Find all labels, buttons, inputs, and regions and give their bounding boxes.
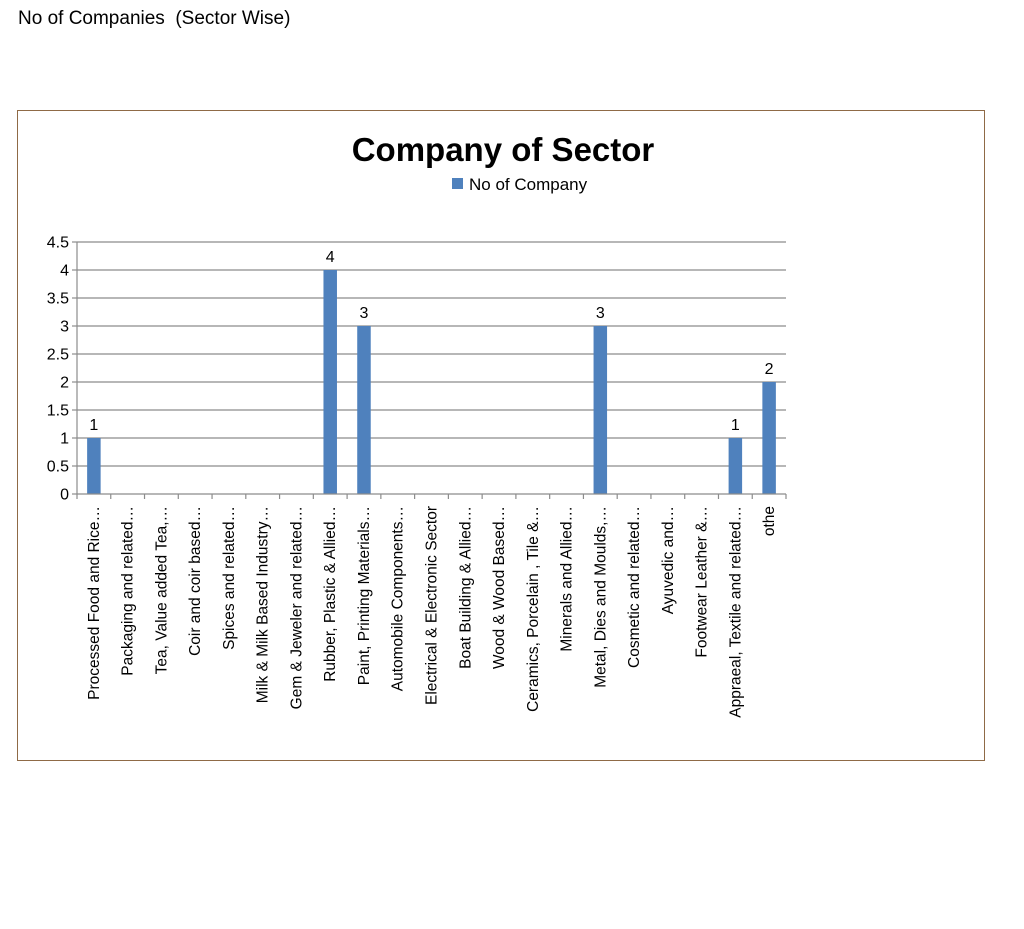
category-label: Ceramics, Porcelain , Tile &… xyxy=(525,506,542,712)
category-label: othe xyxy=(761,506,778,536)
gridlines xyxy=(72,241,786,495)
category-label: Processed Food and Rice… xyxy=(86,506,103,700)
chart-title: Company of Sector xyxy=(352,131,655,168)
bar-chart: Company of Sector No of Company 0 0.5 1 1.5… xyxy=(47,131,787,718)
page-heading: No of Companies (Sector Wise) xyxy=(18,8,291,29)
category-label: Paint, Printing Materials… xyxy=(356,506,373,685)
category-label: Coir and coir based… xyxy=(187,506,204,656)
bar xyxy=(728,438,743,494)
y-tick-label: 2.5 xyxy=(47,347,69,364)
legend: No of Company xyxy=(452,175,588,194)
y-tick-labels: 0 0.5 1 1.5 2 2.5 3 3.5 4 4.5 xyxy=(47,235,69,504)
y-tick-label: 3.5 xyxy=(47,291,69,308)
y-tick-label: 1.5 xyxy=(47,403,69,420)
y-tick-label: 0 xyxy=(60,487,69,504)
axes xyxy=(76,242,787,499)
category-label: Tea, Value added Tea,… xyxy=(153,506,170,674)
chart-frame: Company of Sector No of Company 0 0.5 1 1.5… xyxy=(17,110,985,761)
category-label: Boat Building & Allied… xyxy=(457,506,474,669)
data-label: 1 xyxy=(89,417,98,434)
data-label: 3 xyxy=(360,305,369,322)
data-label: 4 xyxy=(326,249,335,266)
y-tick-label: 4 xyxy=(60,263,69,280)
category-label: Electrical & Electronic Sector xyxy=(424,506,441,705)
category-labels: Processed Food and Rice… Packaging and re… xyxy=(86,506,778,718)
legend-label: No of Company xyxy=(469,175,588,194)
category-label: Metal, Dies and Moulds,… xyxy=(592,506,609,688)
bar xyxy=(593,326,608,494)
y-tick-label: 2 xyxy=(60,375,69,392)
legend-swatch xyxy=(452,178,463,189)
y-tick-label: 1 xyxy=(60,431,69,448)
y-tick-label: 3 xyxy=(60,319,69,336)
data-labels: 1 4 3 3 1 2 xyxy=(89,249,773,434)
bar xyxy=(357,326,371,494)
category-label: Ayuvedic and… xyxy=(660,506,677,614)
category-label: Milk & Milk Based Industry… xyxy=(255,506,272,703)
category-label: Appraeal, Textile and related… xyxy=(727,506,744,718)
category-label: Minerals and Allied… xyxy=(559,506,576,652)
data-label: 3 xyxy=(596,305,605,322)
y-tick-label: 0.5 xyxy=(47,459,69,476)
data-label: 2 xyxy=(765,361,774,378)
category-label: Wood & Wood Based… xyxy=(491,506,508,669)
bar xyxy=(87,438,101,494)
category-label: Spices and related… xyxy=(221,506,238,650)
bar xyxy=(323,270,337,494)
category-label: Automobile Components… xyxy=(390,506,407,691)
category-label: Footwear Leather &… xyxy=(694,506,711,658)
category-label: Gem & Jeweler and related… xyxy=(288,506,305,709)
data-label: 1 xyxy=(731,417,740,434)
bars xyxy=(87,270,776,494)
category-label: Packaging and related… xyxy=(120,506,137,676)
bar xyxy=(762,382,776,494)
category-label: Cosmetic and related… xyxy=(626,506,643,668)
y-tick-label: 4.5 xyxy=(47,235,69,252)
category-label: Rubber, Plastic & Allied… xyxy=(322,506,339,682)
